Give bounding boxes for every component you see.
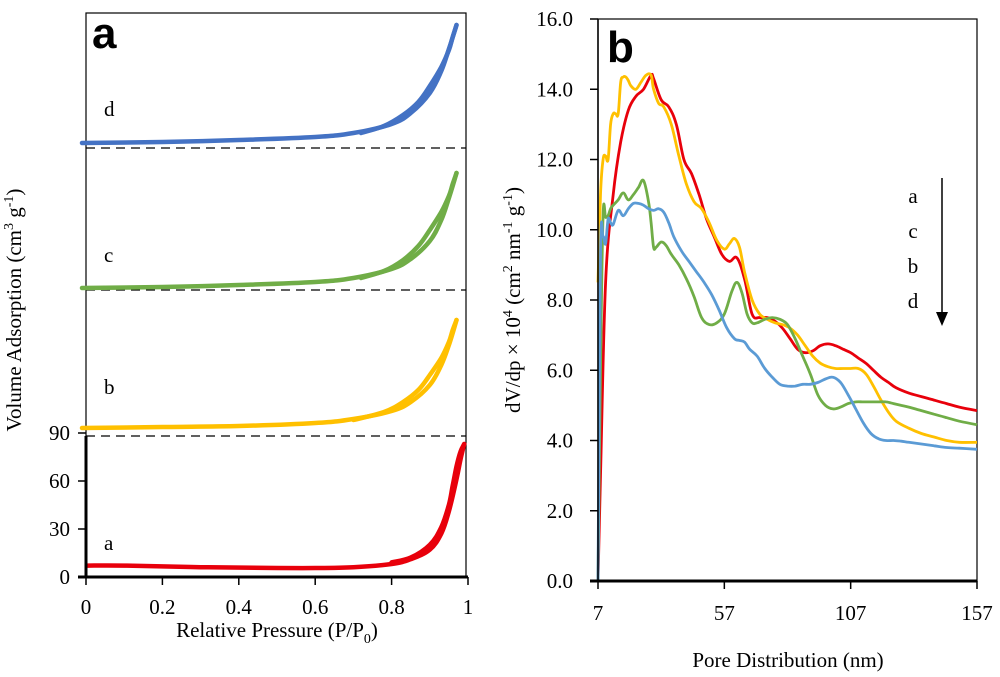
y-axis-title: Volume Adsorption (cm3 g-1): [2, 189, 26, 432]
isotherm-b-desorption: [351, 317, 459, 423]
x-tick-label: 157: [961, 601, 993, 625]
legend-item-d: d: [908, 289, 919, 313]
band-separators: [86, 147, 466, 437]
x-tick-label: 7: [593, 601, 604, 625]
legend-item-c: c: [908, 219, 917, 243]
pore-curve-d: [596, 201, 978, 582]
curve-label-c: c: [104, 243, 113, 267]
y-tick-label: 14.0: [536, 77, 573, 101]
isotherm-a-desorption: [389, 441, 467, 565]
legend-item-a: a: [908, 184, 918, 208]
y-tick-label: 16.0: [536, 7, 573, 31]
y-ticks: 0.0 2.0 4.0 6.0 8.0 10.0 12.0 14.0 16.0: [536, 7, 598, 593]
panel-a-frame: [85, 12, 467, 578]
y-tick-label: 8.0: [547, 288, 573, 312]
pore-curve-a: [596, 72, 978, 582]
x-ticks: 0 0.2 0.4 0.6 0.8 1: [81, 577, 474, 619]
y-tick-label: 90: [49, 421, 70, 445]
panel-letter-b: b: [607, 23, 634, 72]
y-tick-label: 0.0: [547, 569, 573, 593]
y-tick-label: 12.0: [536, 148, 573, 172]
arrow-down-icon: [936, 312, 948, 326]
curve-labels: a b c d: [104, 97, 115, 555]
isotherm-c-desorption: [358, 170, 459, 281]
x-tick-label: 107: [835, 601, 867, 625]
y-tick-label: 60: [49, 469, 70, 493]
isotherm-b-adsorption: [79, 317, 459, 431]
legend-item-b: b: [908, 254, 919, 278]
x-tick-label: 57: [714, 601, 735, 625]
pore-distribution-curves: [596, 72, 978, 582]
x-tick-label: 0.6: [302, 595, 328, 619]
panel-letter-a: a: [92, 9, 117, 58]
isotherm-d-adsorption: [79, 22, 459, 146]
pore-curve-c: [596, 178, 978, 582]
y-tick-label: 6.0: [547, 358, 573, 382]
curve-label-d: d: [104, 97, 115, 121]
x-axis-title: Pore Distribution (nm): [692, 648, 883, 672]
y-axis-title: dV/dp × 104 (cm2 nm-1 g-1): [501, 187, 525, 413]
y-tick-label: 10.0: [536, 218, 573, 242]
x-tick-label: 0: [81, 595, 92, 619]
isotherm-c-adsorption: [79, 170, 459, 291]
pore-curve-b: [596, 72, 978, 444]
panel-a: 0 0.2 0.4 0.6 0.8 1 0 30 60 90 a a b c d Relative P…: [2, 9, 473, 647]
y-tick-label: 0: [60, 565, 71, 589]
curve-label-a: a: [104, 531, 114, 555]
x-tick-label: 0.2: [149, 595, 175, 619]
panel-b: 7 57 107 157 0.0 2.0 4.0 6.0 8.0 10.0 12.0 14.0 16.…: [501, 7, 993, 672]
y-tick-label: 2.0: [547, 499, 573, 523]
panel-b-frame: [597, 18, 978, 582]
x-tick-label: 0.4: [226, 595, 253, 619]
x-ticks: 7 57 107 157: [593, 581, 993, 625]
curve-label-b: b: [104, 375, 115, 399]
x-tick-label: 1: [463, 595, 474, 619]
isotherm-d-desorption: [358, 22, 459, 136]
isotherm-a-adsorption: [85, 441, 467, 571]
y-tick-label: 4.0: [547, 429, 573, 453]
isotherm-curves: [79, 22, 467, 571]
x-tick-label: 0.8: [378, 595, 404, 619]
y-ticks: 0 30 60 90: [49, 421, 86, 589]
x-axis-title: Relative Pressure (P/P0): [176, 618, 378, 647]
y-tick-label: 30: [49, 517, 70, 541]
